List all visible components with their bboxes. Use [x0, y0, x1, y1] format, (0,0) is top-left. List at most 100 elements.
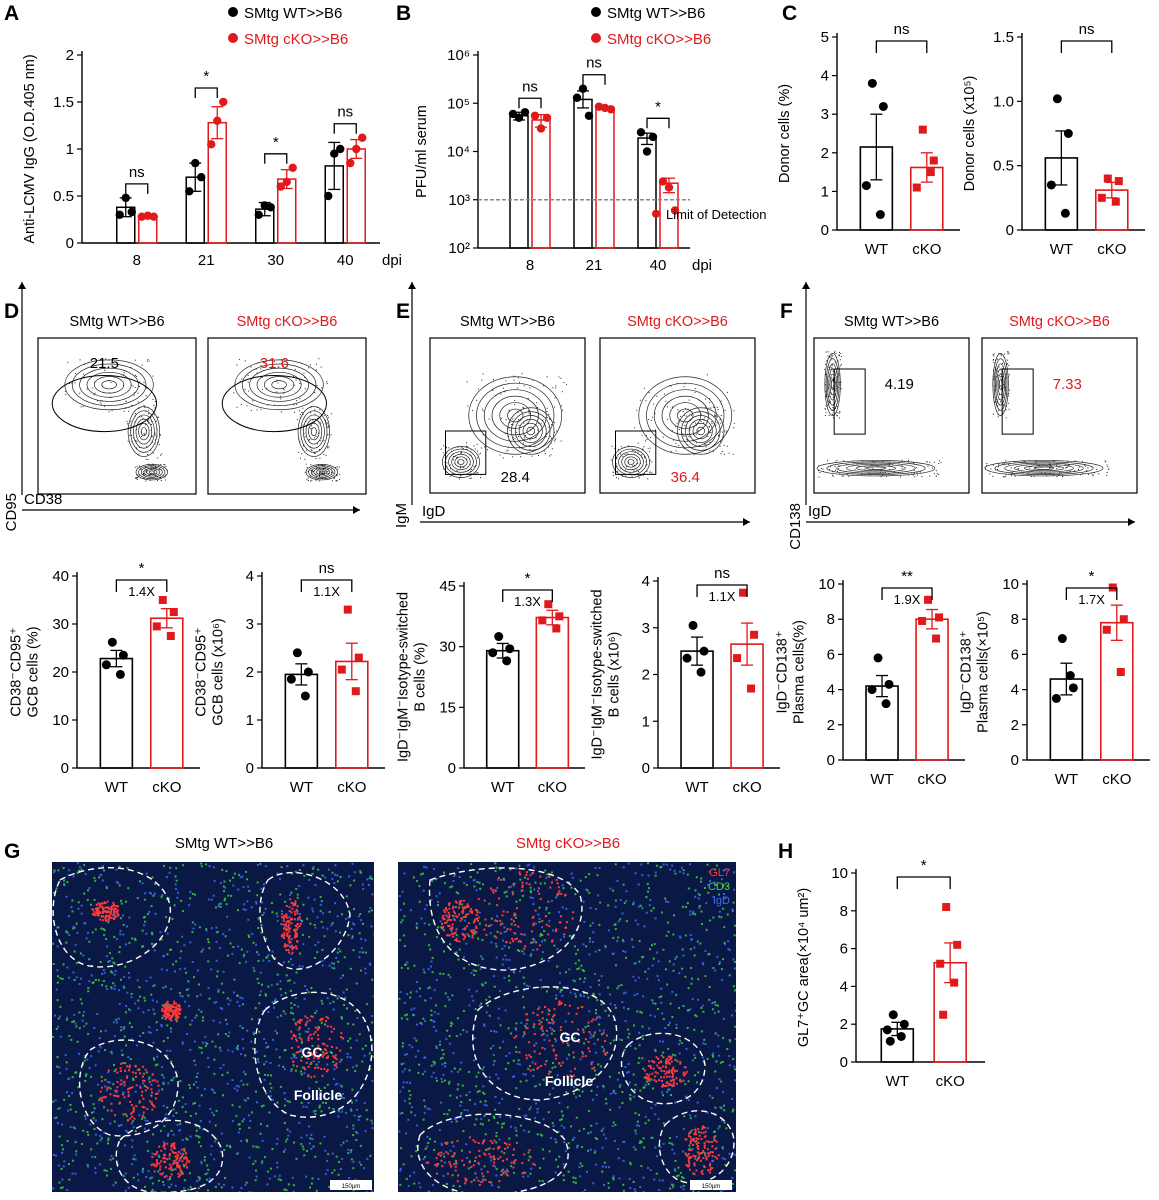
stain-dot: [416, 1124, 419, 1127]
stain-dot: [141, 945, 144, 948]
stain-dot: [591, 940, 594, 943]
facs-event-dot: [313, 421, 315, 423]
stain-dot-gl7: [110, 1102, 113, 1105]
stain-dot: [129, 1058, 132, 1061]
facs-event-dot: [992, 413, 994, 415]
stain-dot: [160, 895, 163, 898]
facs-event-dot: [828, 468, 830, 470]
stain-dot: [493, 1030, 496, 1033]
stain-dot: [616, 940, 619, 943]
stain-dot: [304, 1030, 307, 1033]
stain-dot: [371, 893, 374, 896]
stain-dot: [103, 929, 106, 932]
facs-event-dot: [827, 351, 829, 353]
data-point: [1068, 683, 1078, 693]
facs-event-dot: [517, 377, 519, 379]
y-tick-label: 20: [52, 664, 69, 681]
facs-event-dot: [452, 459, 454, 461]
facs-event-dot: [68, 382, 70, 384]
facs-event-dot: [1017, 468, 1019, 470]
stain-dot: [666, 921, 669, 924]
stain-dot: [289, 958, 292, 961]
stain-dot: [148, 910, 151, 913]
stain-dot: [632, 1095, 635, 1098]
stain-dot: [643, 1146, 646, 1149]
facs-event-dot: [331, 480, 333, 482]
stain-dot-gl7: [130, 1104, 133, 1107]
stain-dot: [671, 1083, 674, 1086]
stain-dot-gl7: [99, 1090, 102, 1093]
stain-dot-gl7: [314, 1026, 317, 1029]
facs-event-dot: [299, 441, 301, 443]
stain-dot: [455, 1096, 458, 1099]
stain-dot: [110, 1050, 113, 1053]
stain-dot: [560, 1110, 563, 1113]
stain-dot: [192, 1083, 195, 1086]
stain-dot: [330, 924, 333, 927]
stain-dot: [63, 1098, 66, 1101]
stain-dot-gl7: [177, 1003, 180, 1006]
stain-dot: [61, 977, 64, 980]
stain-dot-gl7: [167, 1003, 170, 1006]
stain-dot-gl7: [310, 1037, 313, 1040]
facs-event-dot: [514, 403, 516, 405]
facs-event-dot: [545, 436, 547, 438]
facs-event-dot: [552, 387, 554, 389]
stain-dot: [718, 962, 721, 965]
stain-dot: [120, 902, 123, 905]
stain-dot: [673, 1152, 676, 1155]
stain-dot: [256, 864, 259, 867]
stain-dot: [112, 1063, 115, 1066]
stain-dot: [66, 931, 69, 934]
stain-dot: [162, 1183, 165, 1186]
facs-event-dot: [302, 413, 304, 415]
stain-dot: [98, 876, 101, 879]
stain-dot: [427, 968, 430, 971]
facs-event-dot: [299, 382, 301, 384]
facs-event-dot: [842, 475, 844, 477]
facs-event-dot: [327, 447, 329, 449]
stain-dot: [713, 881, 716, 884]
stain-dot: [622, 1159, 625, 1162]
stain-dot: [571, 1138, 574, 1141]
y-tick-label: 1.0: [993, 93, 1014, 110]
stain-dot: [199, 1145, 202, 1148]
facs-event-dot: [298, 410, 300, 412]
stain-dot: [565, 907, 568, 910]
stain-dot: [594, 973, 597, 976]
stain-dot-gl7: [308, 1053, 311, 1056]
stain-dot: [105, 955, 108, 958]
stain-dot: [469, 875, 472, 878]
facs-event-dot: [316, 467, 318, 469]
stain-dot: [219, 905, 222, 908]
stain-dot: [131, 937, 134, 940]
facs-event-dot: [1035, 460, 1037, 462]
stain-dot: [260, 1105, 263, 1108]
stain-dot: [264, 993, 267, 996]
stain-dot: [104, 1085, 107, 1088]
facs-event-dot: [833, 378, 835, 380]
stain-dot-gl7: [185, 1157, 188, 1160]
facs-event-dot: [547, 446, 549, 448]
stain-dot: [357, 1119, 360, 1122]
stain-dot: [162, 1081, 165, 1084]
stain-dot: [160, 1023, 163, 1026]
stain-dot: [120, 1123, 123, 1126]
stain-dot: [174, 887, 177, 890]
stain-dot: [477, 1071, 480, 1074]
stain-dot: [714, 969, 717, 972]
facs-contour: [442, 446, 480, 478]
bar: [149, 617, 184, 769]
stain-dot-gl7: [166, 1142, 169, 1145]
stain-dot: [704, 975, 707, 978]
stain-dot-gl7: [115, 910, 118, 913]
facs-event-dot: [548, 426, 550, 428]
stain-dot-gl7: [289, 898, 292, 901]
stain-dot: [226, 1071, 229, 1074]
facs-event-dot: [150, 424, 152, 426]
stain-dot-gl7: [300, 1059, 303, 1062]
stain-dot: [712, 1055, 715, 1058]
facs-event-dot: [70, 382, 72, 384]
stain-dot: [71, 910, 74, 913]
stain-dot: [195, 1125, 198, 1128]
